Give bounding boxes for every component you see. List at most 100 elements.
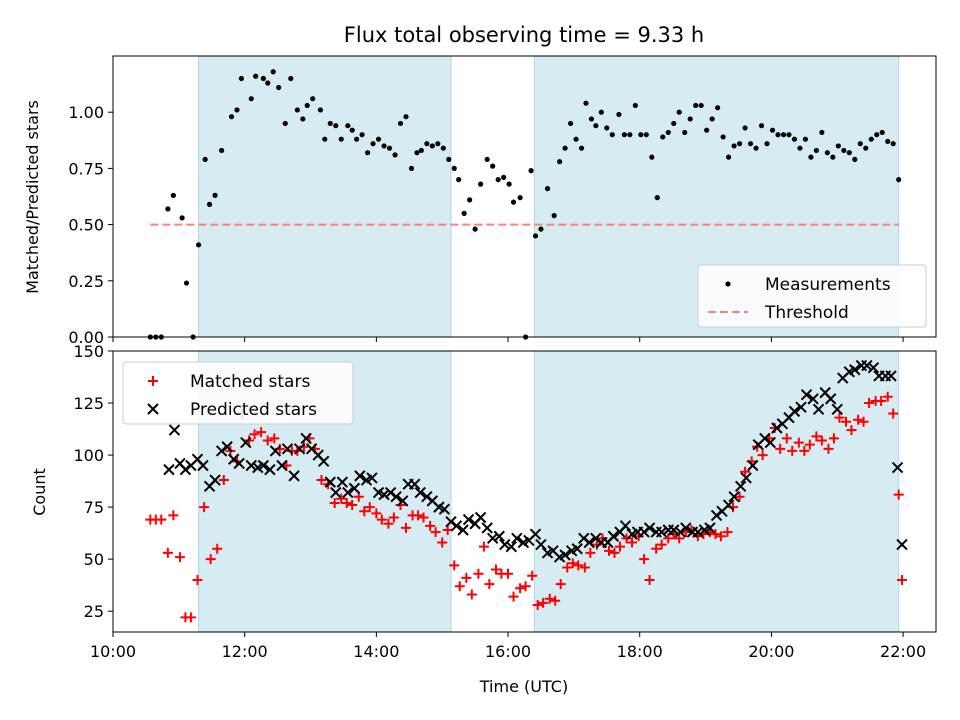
measurement-point bbox=[238, 75, 244, 82]
measurement-point bbox=[270, 69, 276, 75]
matched-stars-point bbox=[449, 560, 460, 571]
predicted-stars-point bbox=[366, 472, 378, 484]
measurement-point bbox=[758, 123, 765, 129]
predicted-stars-point bbox=[747, 459, 759, 472]
predicted-stars-point bbox=[891, 461, 904, 474]
measurement-point bbox=[349, 127, 355, 133]
matched-stars-point bbox=[515, 583, 526, 594]
measurement-point bbox=[687, 116, 693, 122]
measurement-point bbox=[327, 120, 333, 127]
measurement-point bbox=[775, 132, 781, 138]
measurement-point bbox=[276, 84, 282, 91]
measurement-point bbox=[736, 141, 743, 147]
plot-frame bbox=[112, 55, 937, 338]
predicted-stars-point bbox=[668, 524, 680, 536]
matched-stars-point bbox=[603, 545, 614, 556]
predicted-stars-point bbox=[240, 436, 252, 449]
matched-stars-point bbox=[656, 539, 667, 550]
matched-stars-point bbox=[896, 574, 907, 585]
measurement-point bbox=[764, 141, 770, 147]
measurement-point bbox=[731, 143, 737, 149]
predicted-stars-point bbox=[281, 443, 294, 455]
measurement-point bbox=[583, 100, 589, 106]
measurement-point bbox=[802, 136, 809, 142]
matched-stars-point bbox=[388, 512, 399, 523]
predicted-stars-point bbox=[288, 470, 300, 482]
y-tick-label: 100 bbox=[73, 446, 104, 465]
measurement-point bbox=[467, 197, 473, 203]
matched-stars-point bbox=[249, 429, 260, 440]
measurement-point bbox=[300, 116, 306, 122]
predicted-stars-point bbox=[831, 403, 843, 415]
predicted-stars-point bbox=[643, 522, 656, 534]
measurement-point bbox=[510, 199, 517, 205]
matched-stars-point bbox=[799, 445, 810, 456]
measurement-point bbox=[234, 107, 240, 113]
matched-stars-point bbox=[816, 435, 827, 446]
x-tick-label: 10:00 bbox=[90, 642, 136, 661]
matched-stars-point bbox=[376, 514, 387, 525]
measurement-point bbox=[446, 156, 452, 163]
matched-stars-point bbox=[256, 427, 267, 438]
legend: Measurements Threshold bbox=[697, 264, 927, 328]
measurement-point bbox=[165, 206, 171, 212]
predicted-stars-point bbox=[409, 478, 421, 490]
legend-box bbox=[122, 361, 354, 425]
measurement-point bbox=[532, 233, 539, 239]
measurement-point bbox=[429, 143, 435, 149]
y-tick-label: 75 bbox=[84, 498, 104, 517]
measurement-point bbox=[709, 116, 715, 122]
predicted-stars-point bbox=[163, 463, 175, 476]
matched-stars-point bbox=[864, 398, 875, 409]
matched-stars-point bbox=[336, 493, 347, 504]
measurement-point bbox=[742, 125, 748, 131]
measurement-point bbox=[604, 125, 610, 131]
legend-label: Matched stars bbox=[190, 372, 310, 392]
matched-stars-point bbox=[544, 593, 555, 604]
measurement-point bbox=[265, 80, 271, 86]
legend-label: Threshold bbox=[764, 303, 849, 323]
measurement-point bbox=[495, 177, 501, 183]
measurement-point bbox=[506, 181, 512, 187]
measurement-point bbox=[212, 192, 218, 198]
predicted-stars-point bbox=[293, 443, 306, 455]
matched-stars-point bbox=[888, 408, 899, 419]
matched-stars-point bbox=[461, 572, 472, 583]
matched-stars-point bbox=[804, 439, 815, 450]
measurement-point bbox=[461, 210, 467, 216]
matched-stars-point bbox=[425, 520, 436, 531]
predicted-stars-point bbox=[450, 520, 463, 532]
measurement-point bbox=[841, 147, 847, 154]
matched-stars-point bbox=[364, 502, 375, 513]
matched-stars-point bbox=[781, 433, 792, 444]
measurement-point bbox=[472, 226, 478, 232]
measurement-point bbox=[202, 156, 208, 163]
predicted-stars-point bbox=[728, 490, 740, 503]
measurement-point bbox=[424, 141, 430, 147]
measurement-point bbox=[333, 123, 339, 129]
measurement-point bbox=[206, 201, 213, 207]
measurement-point bbox=[551, 213, 557, 219]
observing-window-band bbox=[533, 350, 900, 633]
y-tick-label: 0.00 bbox=[68, 328, 104, 347]
measurement-point bbox=[715, 105, 721, 111]
measurement-point bbox=[593, 123, 599, 129]
measurement-point bbox=[857, 141, 863, 147]
matched-stars-point bbox=[383, 518, 394, 529]
predicted-stars-point bbox=[221, 441, 233, 453]
legend-marker-predicted bbox=[147, 403, 159, 415]
matched-stars-point bbox=[828, 433, 839, 444]
predicted-stars-point bbox=[764, 436, 777, 449]
matched-stars-point bbox=[359, 506, 370, 517]
predicted-stars-point bbox=[499, 538, 511, 551]
predicted-stars-point bbox=[896, 538, 908, 551]
matched-stars-point bbox=[413, 510, 424, 521]
matched-stars-point bbox=[192, 574, 203, 585]
matched-stars-point bbox=[212, 543, 223, 554]
measurement-point bbox=[544, 186, 551, 192]
measurement-point bbox=[791, 136, 798, 142]
matched-stars-point bbox=[473, 568, 484, 579]
top-y-axis-label: Matched/Predicted stars bbox=[23, 100, 42, 294]
predicted-stars-point bbox=[529, 528, 542, 540]
